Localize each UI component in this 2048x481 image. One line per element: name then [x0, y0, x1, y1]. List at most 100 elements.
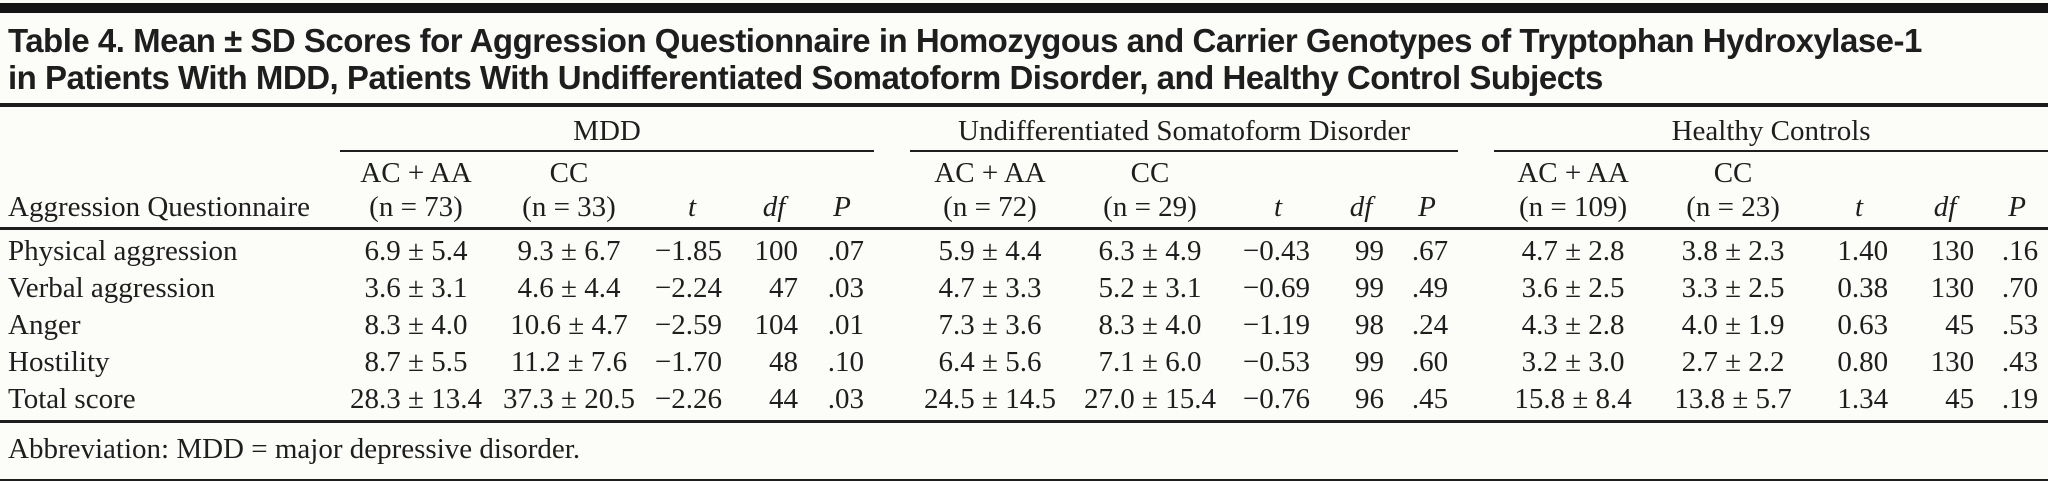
spacer-cell: [646, 151, 738, 190]
title-divider-rule: [0, 103, 2048, 107]
data-cell: 5.9 ± 4.4: [938, 235, 1042, 267]
data-cell: 3.2 ± 3.0: [1521, 346, 1625, 378]
data-cell: 3.3 ± 2.5: [1681, 272, 1785, 304]
data-cell: 99: [1355, 346, 1385, 378]
data-cell: 4.7 ± 2.8: [1521, 235, 1625, 267]
spacer-cell: [738, 151, 810, 190]
data-cell: 45: [1904, 381, 1987, 423]
table-row: Hostility 8.7 ± 5.5 11.2 ± 7.6 −1.70 48 .10 6.…: [0, 344, 2048, 381]
data-cell: 130: [1930, 272, 1975, 304]
data-cell: 7.1 ± 6.0: [1098, 346, 1202, 378]
data-cell: .19: [1986, 381, 2048, 423]
data-cell: .07: [827, 235, 865, 267]
table-title-line2: in Patients With MDD, Patients With Undi…: [8, 59, 1603, 96]
data-cell: .10: [827, 346, 865, 378]
spacer-cell: [810, 151, 874, 190]
spacer-cell: [1458, 229, 1494, 271]
data-cell: 28.3 ± 13.4: [340, 381, 492, 423]
col-header-hc-cc-n: (n = 23): [1652, 190, 1815, 230]
table-title-line1: Table 4. Mean ± SD Scores for Aggression…: [8, 22, 1922, 59]
data-cell: .67: [1411, 235, 1449, 267]
spacer-cell: [1458, 344, 1494, 381]
data-cell: −0.76: [1230, 381, 1327, 423]
col-header-hc-df: df: [1904, 190, 1987, 230]
data-cell: 27.0 ± 15.4: [1070, 381, 1231, 423]
table-title: Table 4. Mean ± SD Scores for Aggression…: [0, 13, 2048, 103]
subheader-row-n: Aggression Questionnaire (n = 73) (n = 3…: [0, 190, 2048, 230]
spacer-cell: [1986, 151, 2048, 190]
spacer-cell: [874, 107, 910, 151]
data-cell: .16: [2001, 235, 2039, 267]
data-cell: −0.69: [1242, 272, 1311, 304]
data-cell: 6.4 ± 5.6: [938, 346, 1042, 378]
data-cell: −1.19: [1242, 309, 1311, 341]
data-cell: .53: [2001, 309, 2039, 341]
data-cell: 0.80: [1837, 346, 1889, 378]
row-label: Total score: [0, 381, 340, 423]
data-cell: 0.63: [1837, 309, 1889, 341]
data-cell: 48: [769, 346, 798, 378]
data-cell: 9.3 ± 6.7: [517, 235, 621, 267]
data-cell: −2.24: [654, 272, 722, 304]
col-header-hc-acaa: AC + AA: [1517, 157, 1629, 189]
data-cell: 15.8 ± 8.4: [1494, 381, 1653, 423]
table-row: Physical aggression 6.9 ± 5.4 9.3 ± 6.7 −1.…: [0, 229, 2048, 271]
data-cell: 37.3 ± 20.5: [492, 381, 646, 423]
data-cell: 1.40: [1837, 235, 1889, 267]
data-cell: .45: [1396, 381, 1459, 423]
aggression-table: MDD Undifferentiated Somatoform Disorder…: [0, 107, 2048, 423]
subheader-row-genotype: AC + AA CC AC + AA CC AC + AA CC: [0, 151, 2048, 190]
spacer-cell: [874, 270, 910, 307]
data-cell: .03: [810, 381, 875, 423]
group-label-healthy-controls: Healthy Controls: [1494, 107, 2048, 152]
data-cell: −2.59: [654, 309, 722, 341]
col-header-mdd-df: df: [738, 190, 810, 230]
col-header-hc-p: P: [1986, 190, 2048, 230]
data-cell: 6.3 ± 4.9: [1098, 235, 1202, 267]
spacer-cell: [1458, 307, 1494, 344]
bottom-rule: [0, 479, 2048, 481]
spacer-cell: [874, 229, 910, 271]
data-cell: 3.6 ± 2.5: [1521, 272, 1625, 304]
col-header-usd-df: df: [1326, 190, 1397, 230]
table-footnote: Abbreviation: MDD = major depressive dis…: [8, 433, 581, 465]
col-header-usd-acaa-n: (n = 72): [910, 190, 1071, 230]
group-label-somatoform: Undifferentiated Somatoform Disorder: [910, 107, 1459, 152]
spacer-cell: [874, 151, 910, 190]
data-cell: .24: [1411, 309, 1449, 341]
data-cell: 24.5 ± 14.5: [910, 381, 1071, 423]
data-cell: 47: [769, 272, 798, 304]
data-cell: .49: [1411, 272, 1449, 304]
spacer-cell: [1230, 151, 1326, 190]
spacer-cell: [0, 107, 340, 151]
col-header-usd-acaa: AC + AA: [934, 157, 1046, 189]
spacer-cell: [1396, 151, 1458, 190]
data-cell: 45: [1945, 309, 1975, 341]
data-cell: 2.7 ± 2.2: [1681, 346, 1785, 378]
spacer-cell: [0, 151, 340, 190]
col-header-usd-p: P: [1396, 190, 1459, 230]
data-cell: −0.53: [1242, 346, 1311, 378]
spacer-cell: [1458, 270, 1494, 307]
data-cell: 100: [754, 235, 799, 267]
data-cell: 10.6 ± 4.7: [510, 309, 628, 341]
table-row: Anger 8.3 ± 4.0 10.6 ± 4.7 −2.59 104 .01 7.3 ±…: [0, 307, 2048, 344]
data-cell: .70: [2001, 272, 2039, 304]
spacer-cell: [1904, 151, 1986, 190]
spacer-cell: [1458, 381, 1495, 423]
col-header-hc-t: t: [1814, 190, 1905, 230]
data-cell: −0.43: [1242, 235, 1311, 267]
col-header-mdd-cc: CC: [549, 157, 589, 189]
group-label-mdd: MDD: [340, 107, 875, 152]
col-header-usd-t: t: [1230, 190, 1327, 230]
spacer-cell: [1458, 190, 1495, 230]
data-cell: 4.3 ± 2.8: [1521, 309, 1625, 341]
col-header-mdd-t: t: [646, 190, 738, 230]
data-cell: .43: [2001, 346, 2039, 378]
col-header-mdd-cc-n: (n = 33): [492, 190, 646, 230]
data-cell: 5.2 ± 3.1: [1098, 272, 1202, 304]
data-cell: 11.2 ± 7.6: [510, 346, 628, 378]
spacer-cell: [1814, 151, 1904, 190]
data-cell: 4.0 ± 1.9: [1681, 309, 1785, 341]
